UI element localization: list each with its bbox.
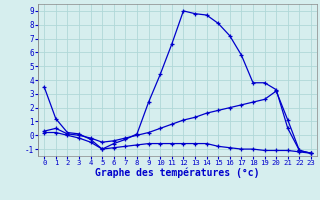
X-axis label: Graphe des températures (°c): Graphe des températures (°c) xyxy=(95,168,260,178)
